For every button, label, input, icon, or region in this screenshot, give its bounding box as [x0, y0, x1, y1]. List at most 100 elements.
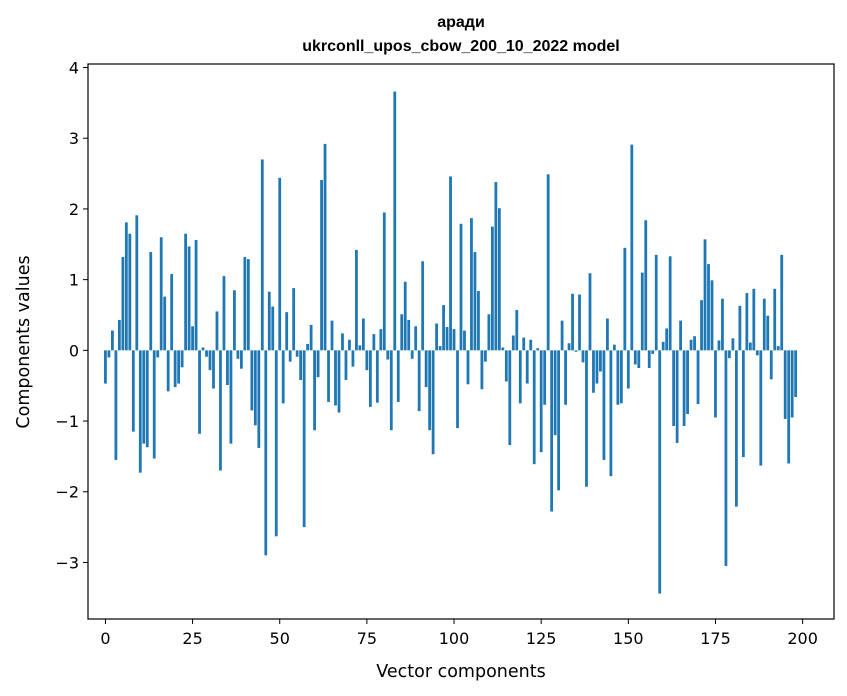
bar-109: [484, 350, 487, 362]
bar-34: [222, 276, 226, 351]
bar-139: [588, 273, 592, 351]
bar-51: [281, 350, 285, 404]
bar-35: [226, 350, 229, 385]
bar-69: [344, 350, 348, 381]
bar-183: [741, 350, 745, 458]
bar-74: [362, 318, 365, 351]
bar-75: [365, 350, 369, 371]
bar-112: [494, 182, 498, 351]
bar-182: [738, 305, 742, 351]
x-tick-label: 125: [526, 629, 557, 648]
bar-91: [421, 261, 425, 351]
bar-172: [703, 239, 707, 351]
bar-9: [135, 215, 139, 351]
bar-32: [215, 311, 219, 351]
bar-151: [630, 144, 634, 351]
bar-53: [288, 350, 292, 362]
bar-29: [205, 350, 208, 357]
bar-7: [128, 233, 132, 351]
bar-168: [689, 339, 693, 351]
x-axis-ticks: 0 25 50 75 100 125 150 175 200: [100, 619, 818, 648]
bar-5: [121, 257, 125, 351]
y-axis-label: Components values: [14, 255, 34, 428]
bar-127: [546, 174, 550, 351]
bar-88: [410, 350, 414, 359]
bar-49: [274, 350, 278, 537]
bar-38: [236, 350, 240, 359]
bar-140: [592, 350, 595, 393]
x-tick-label: 50: [270, 629, 290, 648]
y-tick-label: −3: [55, 553, 79, 572]
bar-56: [299, 350, 303, 381]
bar-138: [585, 350, 588, 487]
bar-147: [616, 350, 620, 405]
bar-190: [766, 315, 770, 351]
bar-129: [553, 350, 557, 436]
bar-196: [787, 350, 791, 464]
bar-11: [142, 350, 146, 444]
bar-135: [574, 350, 578, 352]
bar-52: [285, 312, 289, 351]
bar-98: [445, 327, 449, 351]
bar-84: [396, 350, 400, 402]
bar-82: [389, 350, 393, 431]
bar-36: [229, 350, 233, 444]
x-tick-label: 200: [787, 629, 818, 648]
plot-frame: [87, 63, 835, 620]
bar-80: [382, 212, 386, 351]
x-tick-label: 25: [182, 629, 202, 648]
bar-26: [194, 240, 198, 351]
bar-171: [700, 300, 703, 351]
bar-133: [567, 343, 571, 351]
bar-161: [665, 328, 669, 351]
bar-59: [309, 324, 313, 351]
bar-148: [619, 350, 623, 404]
bar-164: [675, 350, 679, 443]
bar-145: [609, 350, 613, 477]
bar-30: [208, 350, 212, 371]
x-tick-label: 150: [613, 629, 644, 648]
bar-25: [191, 326, 194, 351]
bar-103: [463, 330, 466, 351]
bar-180: [731, 338, 735, 351]
chart-title-line1: аради: [437, 14, 485, 31]
bar-87: [407, 319, 411, 351]
bar-78: [375, 350, 379, 403]
bar-77: [372, 334, 376, 351]
bar-41: [246, 259, 250, 351]
bar-2: [111, 330, 114, 351]
bar-167: [686, 350, 689, 414]
bar-70: [348, 339, 351, 351]
bar-47: [267, 291, 271, 351]
y-tick-label: 3: [69, 129, 79, 148]
bar-15: [156, 350, 160, 358]
bar-131: [560, 320, 564, 351]
bar-92: [424, 350, 428, 388]
bar-8: [131, 350, 135, 432]
bar-181: [735, 350, 738, 507]
bar-178: [724, 350, 728, 566]
bar-153: [637, 350, 641, 369]
bars-group: [104, 91, 798, 594]
bar-97: [442, 305, 445, 351]
bar-42: [250, 350, 254, 411]
chart-title-line2: ukrconll_upos_cbow_200_10_2022 model: [302, 38, 619, 55]
bar-122: [529, 339, 533, 351]
bar-37: [233, 290, 236, 351]
bar-94: [431, 350, 435, 455]
bar-110: [487, 314, 491, 351]
bar-62: [320, 179, 323, 351]
bar-104: [466, 350, 470, 385]
bar-96: [438, 346, 442, 351]
bar-173: [707, 264, 710, 351]
bar-150: [626, 350, 630, 389]
bar-50: [278, 177, 282, 351]
bar-159: [658, 350, 662, 594]
bar-63: [323, 143, 327, 351]
bar-111: [490, 226, 494, 351]
bar-58: [306, 343, 310, 351]
bar-102: [459, 223, 463, 351]
bar-108: [480, 350, 484, 390]
bar-116: [508, 350, 512, 446]
bar-132: [564, 350, 567, 405]
